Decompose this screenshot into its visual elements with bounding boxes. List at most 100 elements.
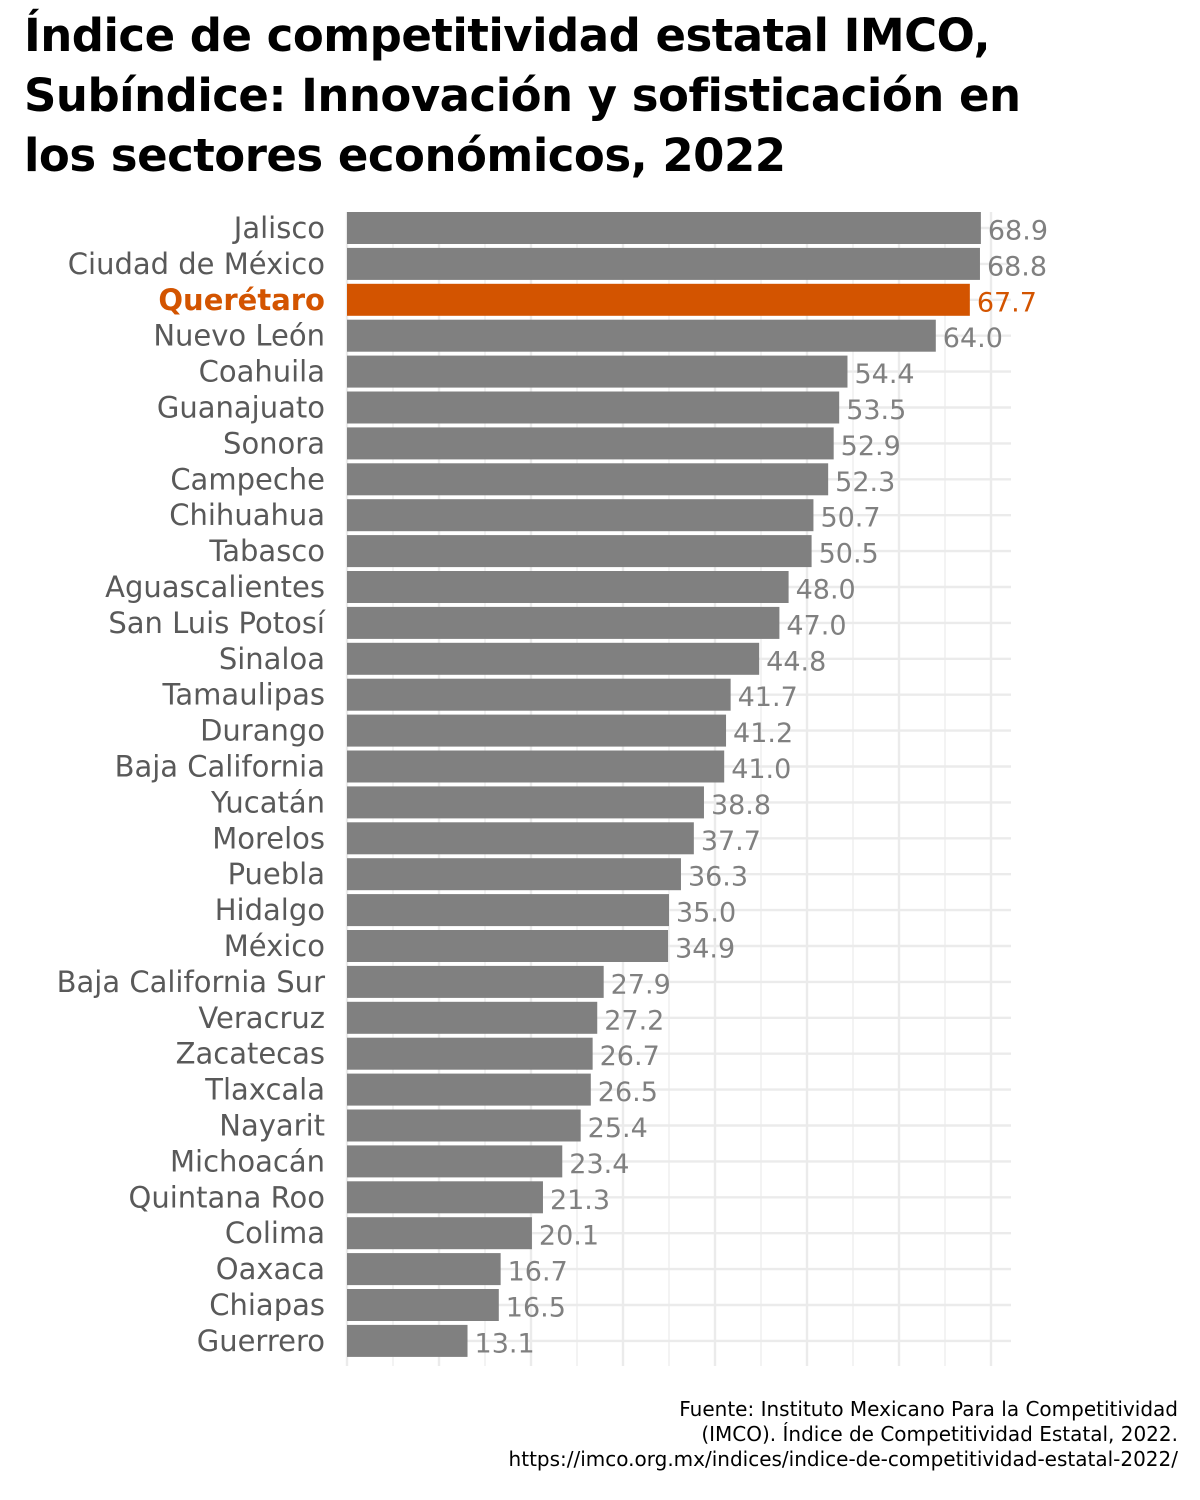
bar [347,283,970,316]
category-label: Tabasco [208,534,325,568]
bar [347,1073,591,1106]
value-label: 64.0 [943,323,1003,354]
bar [347,965,604,998]
category-label: Durango [200,714,325,748]
bar [347,247,980,280]
category-label: México [224,929,325,963]
value-label: 13.1 [475,1328,535,1359]
bar [347,1001,598,1034]
bar [347,1145,563,1178]
category-label: Baja California Sur [57,965,325,999]
value-label: 16.7 [508,1257,568,1288]
category-label: Ciudad de México [68,247,325,281]
bar [347,571,789,603]
bar [347,1037,593,1070]
category-label: Quintana Roo [129,1180,326,1214]
category-label: Zacatecas [176,1037,325,1071]
bar [347,750,725,783]
value-label: 26.5 [598,1077,658,1108]
value-label: 54.4 [854,359,914,390]
value-label: 20.1 [539,1221,599,1252]
category-label: Guanajuato [157,391,325,425]
caption-line: (IMCO). Índice de Competitividad Estatal… [701,1422,1178,1446]
caption-line: Fuente: Instituto Mexicano Para la Compe… [679,1397,1178,1421]
value-label: 68.8 [987,251,1047,282]
value-label: 34.9 [675,934,735,965]
bar [347,714,727,747]
bar [347,930,669,962]
category-label: Querétaro [158,283,325,317]
value-label: 38.8 [711,790,771,821]
category-label: Tlaxcala [204,1073,325,1107]
bar [347,642,760,675]
caption-line: https://imco.org.mx/indices/indice-de-co… [508,1447,1178,1471]
bar [347,319,936,352]
value-label: 50.7 [820,503,880,534]
value-label: 16.5 [506,1293,566,1324]
category-label: Sonora [223,426,325,460]
category-label: Campeche [170,462,325,496]
value-label: 48.0 [796,575,856,606]
bar [347,786,704,819]
value-label: 41.0 [731,754,791,785]
bar [347,427,834,460]
bar [347,535,812,568]
category-label: Michoacán [170,1144,325,1178]
category-label: Baja California [115,750,325,784]
value-label: 50.5 [819,539,879,570]
value-labels: 68.9 68.8 67.7 64.0 54.4 53.5 52.9 52.3 50.7 50.5… [475,216,1048,1360]
value-label: 21.3 [550,1185,610,1216]
bar [347,499,814,532]
category-label: Aguascalientes [105,570,325,604]
value-label: 47.0 [786,610,846,641]
bar [347,1109,581,1142]
bar [347,355,848,388]
value-label: 68.9 [988,216,1048,247]
category-label: Puebla [228,857,325,891]
bar [347,894,669,927]
category-label: Hidalgo [215,893,325,927]
title-line: Subíndice: Innovación y sofisticación en [24,69,1021,122]
category-label: Guerrero [197,1324,325,1358]
value-label: 35.0 [676,898,736,929]
category-label: Morelos [212,821,325,855]
bar [347,1324,468,1357]
category-label: Sinaloa [219,642,325,676]
category-label: San Luis Potosí [108,606,326,640]
bars [347,212,981,1357]
value-label: 52.3 [835,467,895,498]
category-label: Chiapas [209,1288,325,1322]
value-label: 53.5 [846,395,906,426]
bar [347,858,681,891]
value-label: 37.7 [701,826,761,857]
title-line: Índice de competitividad estatal IMCO, [24,9,991,62]
value-label: 23.4 [569,1149,629,1180]
value-label: 25.4 [588,1113,648,1144]
bar [347,822,694,855]
bar [347,1217,532,1250]
category-label: Oaxaca [216,1252,325,1286]
value-label: 26.7 [600,1041,660,1072]
category-label: Coahuila [199,355,325,389]
bar [347,678,731,711]
bar [347,463,829,496]
title-line: los sectores económicos, 2022 [24,129,786,182]
chart-title: Índice de competitividad estatal IMCO, S… [24,6,1174,186]
category-label: Veracruz [198,1001,325,1035]
category-label: Tamaulipas [162,678,326,712]
value-label: 52.9 [841,431,901,462]
category-label: Nuevo León [153,319,325,353]
value-label: 67.7 [977,287,1037,318]
bar [347,212,981,244]
value-label: 36.3 [688,862,748,893]
category-label: Jalisco [232,211,325,245]
source-caption: Fuente: Instituto Mexicano Para la Compe… [278,1397,1178,1472]
category-label: Chihuahua [169,498,325,532]
value-label: 44.8 [766,646,826,677]
value-label: 41.7 [738,682,798,713]
value-label: 27.2 [604,1005,664,1036]
value-label: 41.2 [733,718,793,749]
category-label: Nayarit [219,1109,325,1143]
category-label: Colima [225,1216,325,1250]
bar [347,391,840,424]
